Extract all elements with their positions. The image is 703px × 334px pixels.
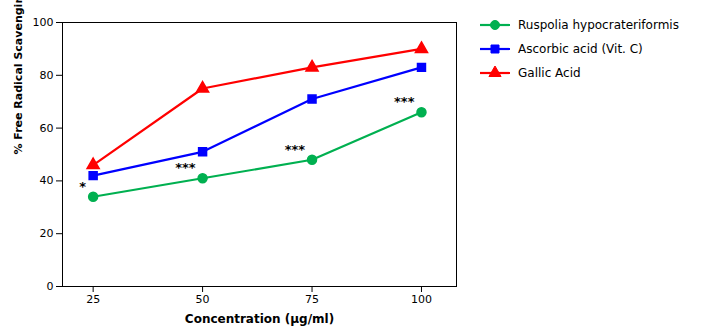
svg-text:% Free Radical Scavenging Acti: % Free Radical Scavenging Activity (12, 0, 25, 155)
svg-text:*: * (79, 179, 86, 194)
svg-text:75: 75 (305, 293, 319, 306)
svg-text:25: 25 (86, 293, 100, 306)
svg-text:***: *** (285, 142, 306, 157)
svg-text:100: 100 (411, 293, 432, 306)
svg-text:***: *** (394, 94, 415, 109)
svg-text:50: 50 (196, 293, 210, 306)
svg-text:***: *** (175, 160, 196, 175)
svg-text:80: 80 (40, 69, 54, 82)
html-text:Ruspolia hypocrateriformis: Ruspolia hypocrateriformis (518, 18, 679, 32)
svg-text:20: 20 (40, 227, 54, 240)
html-text:Gallic Acid: Gallic Acid (518, 66, 581, 80)
svg-text:40: 40 (40, 174, 54, 187)
svg-text:60: 60 (40, 122, 54, 135)
svg-text:100: 100 (33, 16, 54, 29)
svg-text:0: 0 (47, 280, 54, 293)
html-text:Ascorbic acid (Vit. C): Ascorbic acid (Vit. C) (518, 42, 643, 56)
svg-text:Concentration (µg/ml): Concentration (µg/ml) (185, 312, 334, 326)
